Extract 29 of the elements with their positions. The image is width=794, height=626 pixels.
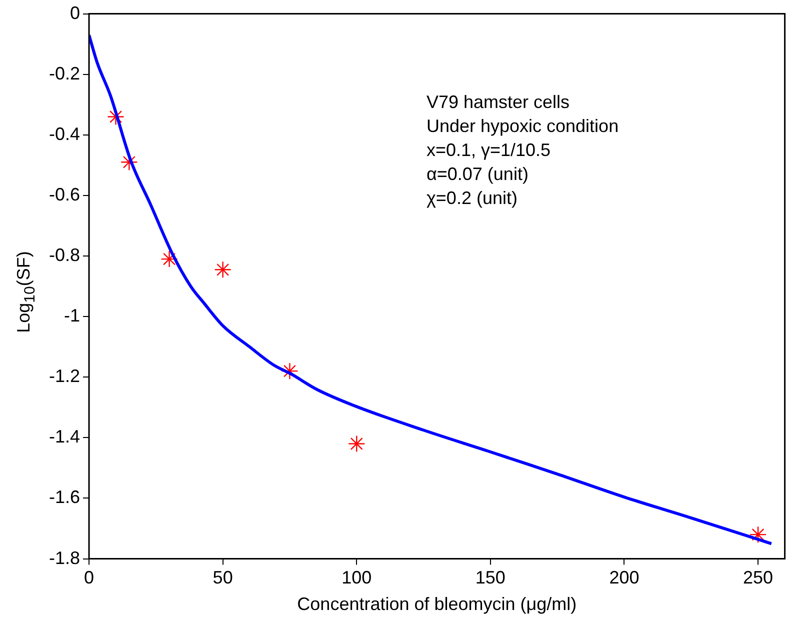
point xyxy=(281,362,298,380)
y-tick-label: -0.6 xyxy=(48,184,80,204)
y-tick-label: -0.8 xyxy=(48,244,80,265)
annotation: χ=0.2 (unit) xyxy=(426,188,518,208)
point xyxy=(160,250,178,268)
y-tick-label: -1.6 xyxy=(48,487,80,508)
y-tick-label: -1 xyxy=(64,306,80,326)
annotation: x=0.1, γ=1/10.5 xyxy=(426,140,551,160)
point xyxy=(214,261,232,278)
point xyxy=(107,108,124,126)
y-tick-label: 0 xyxy=(70,2,80,23)
x-tick-label: 0 xyxy=(84,568,94,588)
x-tick-label: 200 xyxy=(609,568,640,588)
x-axis-title: Concentration of bleomycin (μg/ml) xyxy=(297,594,577,614)
x-tick-label: 50 xyxy=(212,568,233,588)
annotation: Under hypoxic condition xyxy=(426,116,619,136)
annotation: α=0.07 (unit) xyxy=(426,164,528,184)
y-tick-label: -1.4 xyxy=(48,426,80,447)
y-tick-label: -1.8 xyxy=(48,548,80,568)
line-series xyxy=(89,33,773,546)
y-tick-label: -0.4 xyxy=(48,124,80,144)
x-tick-label: 150 xyxy=(475,568,506,588)
point xyxy=(749,526,767,544)
point xyxy=(348,435,366,452)
annotation: V79 hamster cells xyxy=(426,92,570,112)
x-tick-label: 250 xyxy=(743,568,774,588)
x-tick-label: 100 xyxy=(342,568,372,588)
y-tick-label: -1.2 xyxy=(48,366,80,386)
y-tick-label: -0.2 xyxy=(48,63,80,84)
